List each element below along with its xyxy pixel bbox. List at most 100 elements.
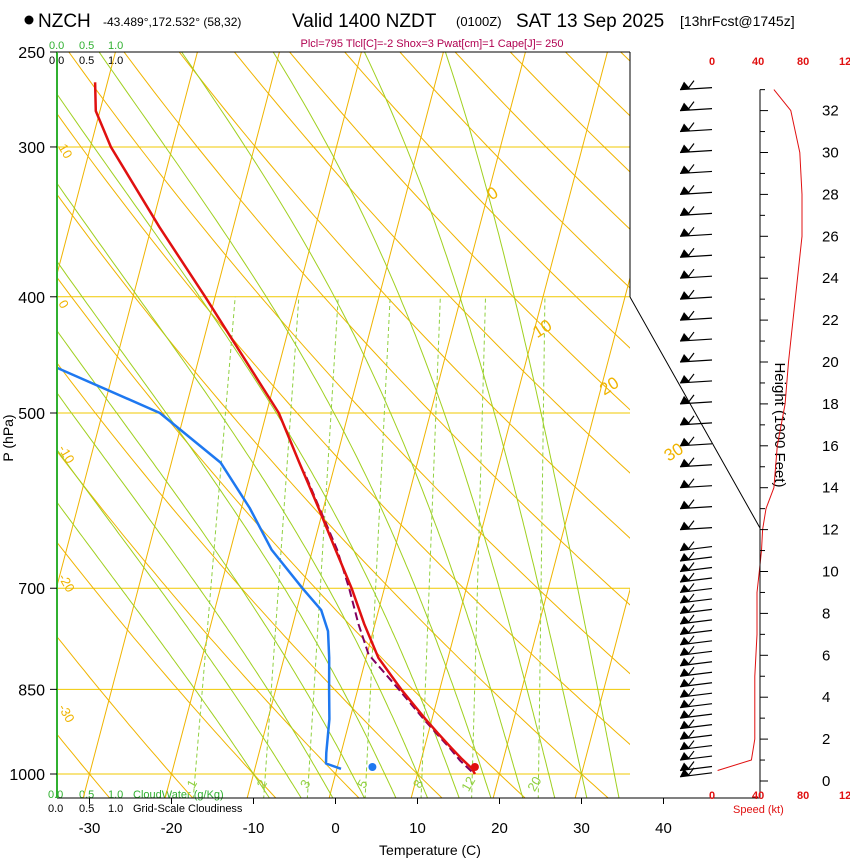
dewpoint-line (57, 366, 342, 770)
wind-barb-feather-25 (687, 572, 695, 582)
speed-bottom-tick-120: 120 (839, 790, 850, 802)
wind-barb-feather-32 (687, 645, 695, 655)
wind-barb-15 (679, 394, 713, 405)
cloudwater-tick-0: 0.0 (48, 789, 63, 801)
wind-barb-flag-15 (680, 395, 690, 404)
wind-barb-flag-8 (680, 249, 690, 258)
height-tick-label-30: 30 (822, 145, 839, 162)
wind-barb-flag-25 (680, 573, 690, 582)
wind-barb-26 (679, 583, 713, 594)
wind-barb-flag-20 (680, 500, 690, 509)
wind-barb-feather-38 (687, 708, 695, 718)
wind-barb-flag-39 (680, 720, 690, 729)
wind-barb-flag-1 (680, 102, 690, 111)
wind-barb-11 (679, 310, 713, 321)
speed-top-tick-80: 80 (797, 56, 809, 68)
p-tick-label-500: 500 (18, 406, 45, 423)
dry-adiabat-120 (454, 52, 630, 230)
wind-barb-shaft-0 (679, 87, 713, 91)
wind-barb-31 (679, 635, 713, 646)
x-tick-label-40: 40 (655, 820, 672, 837)
height-tick-label-32: 32 (822, 103, 839, 120)
wind-barb-40 (679, 729, 713, 740)
wind-barb-shaft-7 (679, 233, 713, 237)
forecast-info: [13hrFcst@1745z] (680, 13, 795, 29)
wind-barb-shaft-4 (679, 170, 713, 175)
cloudiness-tick-0: 0.0 (48, 803, 63, 815)
wind-barb-shaft-15 (679, 401, 713, 405)
speed-top-tick-120: 120 (839, 56, 850, 68)
isotherm-10 (410, 52, 608, 798)
wind-barb-10 (679, 289, 713, 300)
x-tick-label-30: 30 (573, 820, 590, 837)
dry-adiabat-10 (57, 362, 443, 798)
wind-barb-feather-18 (687, 457, 695, 467)
utc-time: (0100Z) (456, 14, 502, 29)
wind-barb-feather-20 (687, 499, 695, 509)
wind-barb-flag-11 (680, 312, 690, 321)
wind-barb-feather-23 (687, 551, 695, 561)
wind-barb-shaft-16 (679, 422, 713, 426)
wind-barb-28 (679, 604, 713, 614)
wind-barb-shaft-12 (679, 338, 713, 342)
wind-barb-feather-6 (687, 205, 695, 215)
wind-barb-feather-1 (687, 101, 695, 110)
dry-adiabat--10 (57, 541, 277, 798)
height-tick-label-26: 26 (822, 228, 839, 245)
wind-barb-feather-36 (687, 687, 695, 697)
wind-barb-0 (679, 80, 713, 91)
moist-adiabat-30 (363, 52, 588, 798)
wind-barb-feather-0 (687, 80, 695, 90)
wind-barb-flag-27 (680, 594, 690, 603)
dry-adiabat-40 (57, 112, 630, 746)
wind-barb-flag-22 (680, 542, 690, 551)
wind-barb-35 (679, 677, 713, 688)
wind-barb-feather-21 (687, 520, 695, 529)
valid-time: Valid 1400 NZDT (292, 11, 437, 32)
wind-barb-flag-43 (680, 762, 690, 771)
sounding-profiles (57, 82, 479, 775)
wind-barb-flag-29 (680, 615, 690, 624)
p-tick-label-850: 850 (18, 682, 45, 699)
wind-barb-feather-43 (687, 761, 695, 770)
wind-barb-34 (679, 666, 713, 677)
wind-barb-feather-5 (687, 185, 695, 194)
wind-barb-feather-14 (687, 373, 695, 383)
wind-barb-flag-0 (680, 81, 690, 90)
axes: -30 -20 -10 0 10 20 30 40 250 300 400 500 700 850 1000 (9, 45, 671, 837)
wind-barb-6 (679, 205, 713, 216)
moist-adiabat--10 (57, 501, 270, 798)
wind-barb-21 (679, 520, 713, 531)
wind-barb-flag-32 (680, 647, 690, 656)
wind-barb-flag-5 (680, 186, 690, 195)
wind-barb-flag-34 (680, 668, 690, 677)
wind-barb-flag-17 (680, 437, 690, 446)
moist-adiabat-6 (57, 260, 397, 798)
height-tick-label-22: 22 (822, 312, 839, 329)
cloud-top-tick-2-black: 1.0 (108, 55, 123, 67)
wind-barb-shaft-13 (679, 359, 713, 363)
wind-barb-4 (679, 164, 713, 175)
speed-bottom-tick-40: 40 (752, 790, 764, 802)
mixing-ratio-label-6: 20 (524, 774, 544, 794)
height-tick-label-10: 10 (822, 564, 839, 581)
wind-barb-38 (679, 708, 713, 719)
cloudwater-label: CloudWater (g/Kg) (133, 789, 224, 801)
station-dot-icon (24, 15, 34, 25)
wind-barb-flag-26 (680, 584, 690, 593)
wind-barb-flag-44 (680, 768, 690, 777)
wind-barb-feather-37 (687, 698, 695, 708)
wind-barb-flag-40 (680, 731, 690, 740)
dry-adiabat-70 (178, 52, 630, 539)
wind-barb-shaft-10 (679, 296, 713, 300)
dry-adiabat-80 (233, 52, 630, 474)
wind-barb-17 (679, 436, 713, 447)
wind-barb-19 (679, 478, 713, 489)
station-name: NZCH (38, 11, 91, 32)
wind-speed-axis: 0 40 80 120 0 40 80 120 Speed (kt) (709, 56, 850, 816)
cloudiness-tick-2: 1.0 (108, 803, 123, 815)
height-tick-label-6: 6 (822, 647, 830, 664)
p-tick-label-250: 250 (18, 45, 45, 62)
x-tick-label-20: 20 (491, 820, 508, 837)
